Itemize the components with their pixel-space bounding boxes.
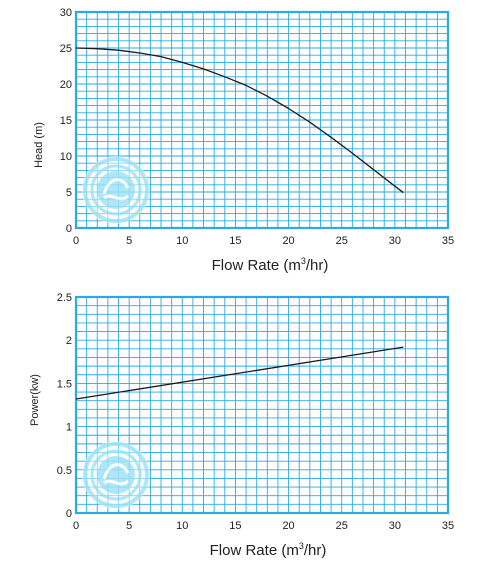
y-tick-label: 0	[66, 508, 72, 520]
pump-logo-watermark	[82, 441, 150, 509]
y-tick-label: 25	[60, 43, 72, 55]
x-tick-label: 30	[389, 235, 401, 247]
y-tick-label: 1.5	[57, 378, 72, 390]
y-tick-label: 2.5	[57, 292, 72, 304]
y-axis-label: Power(kw)	[29, 374, 41, 426]
y-tick-label: 5	[66, 187, 72, 199]
y-tick-label: 30	[60, 7, 72, 19]
logo-ring-outer	[83, 157, 149, 223]
x-axis-label-end: /hr)	[306, 257, 329, 274]
series-line	[75, 47, 404, 194]
logo-ring-inner	[90, 164, 142, 216]
y-tick-label: 0.5	[57, 465, 72, 477]
x-tick-label: 25	[336, 520, 348, 532]
series-line	[75, 346, 404, 400]
x-tick-label: 30	[389, 520, 401, 532]
logo-wave-1	[102, 178, 130, 195]
y-tick-label: 20	[60, 79, 72, 91]
x-tick-label: 15	[229, 235, 241, 247]
logo-wave-2	[103, 194, 130, 201]
y-tick-label: 1	[66, 422, 72, 434]
logo-ring-outer	[83, 442, 149, 508]
pump-logo-watermark	[82, 156, 150, 224]
x-axis-label-sup: 3	[301, 256, 306, 266]
x-axis-label-main: Flow Rate (m	[212, 257, 301, 274]
y-axis-label: Head (m)	[33, 122, 45, 168]
plot-frame	[74, 10, 450, 230]
logo-wave-1	[102, 463, 130, 480]
x-axis-label: Flow Rate (m3/hr)	[212, 256, 329, 274]
x-tick-label: 35	[442, 520, 454, 532]
power-chart: 0 5 10 15 20 25 30 35 0 0.5 1 1.5 2 2.5 Flow Rate (m3/…	[29, 292, 454, 559]
plot-frame	[74, 295, 450, 515]
y-tick-label: 15	[60, 115, 72, 127]
logo-core	[97, 456, 135, 494]
x-tick-label: 10	[176, 520, 188, 532]
x-tick-label: 20	[282, 520, 294, 532]
x-tick-label: 35	[442, 235, 454, 247]
x-axis-label-sup: 3	[299, 541, 304, 551]
x-tick-label: 20	[282, 235, 294, 247]
head-chart: 0 5 10 15 20 25 30 35 0 5 10 15 20 25 30 Flow Rate (m3/…	[33, 7, 454, 274]
x-tick-label: 15	[229, 520, 241, 532]
x-tick-label: 25	[336, 235, 348, 247]
x-axis-label: Flow Rate (m3/hr)	[210, 541, 327, 559]
x-tick-label: 5	[126, 520, 132, 532]
logo-core	[97, 171, 135, 209]
x-axis-label-main: Flow Rate (m	[210, 542, 299, 559]
y-tick-label: 0	[66, 223, 72, 235]
x-tick-label: 10	[176, 235, 188, 247]
logo-wave-2	[103, 479, 130, 486]
y-tick-label: 10	[60, 151, 72, 163]
logo-ring-inner	[90, 449, 142, 501]
x-tick-label: 0	[73, 520, 79, 532]
x-tick-label: 5	[126, 235, 132, 247]
x-axis-label-end: /hr)	[304, 542, 327, 559]
y-tick-label: 2	[66, 335, 72, 347]
x-tick-label: 0	[73, 235, 79, 247]
